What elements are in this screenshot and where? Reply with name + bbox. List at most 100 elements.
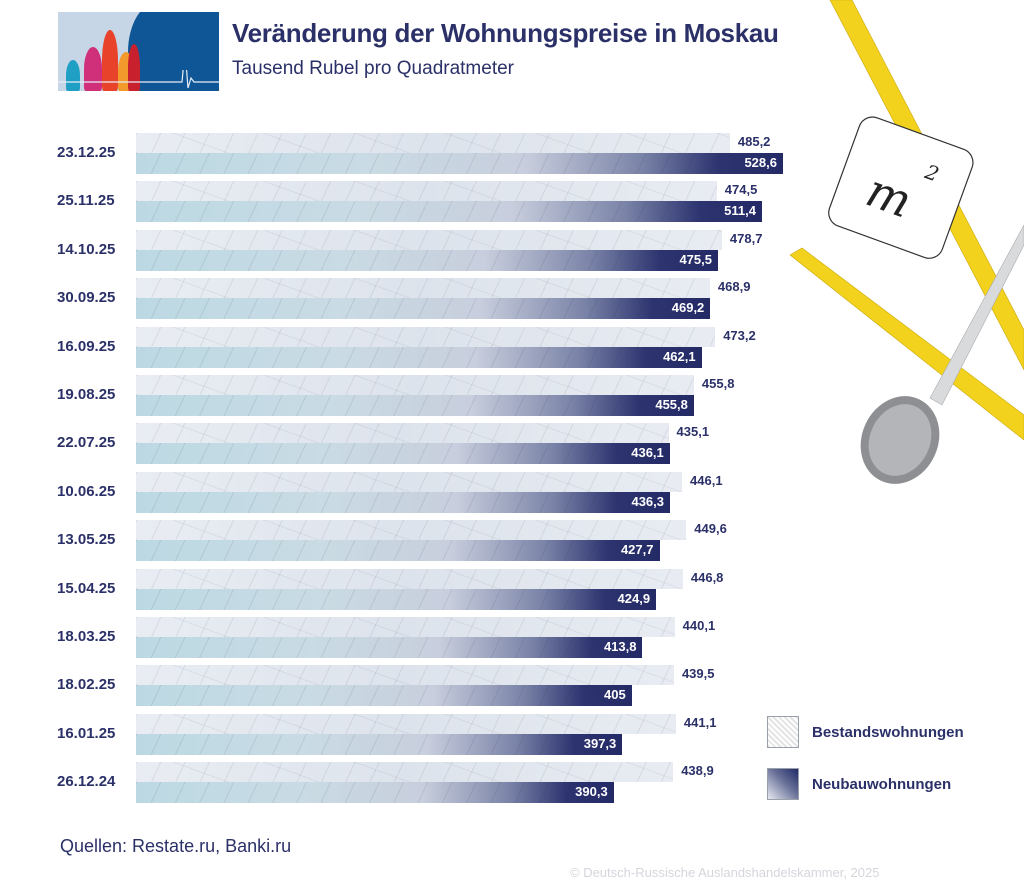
chart-row: 23.12.25 485,2 528,6 xyxy=(0,133,820,177)
bar-bestandswohnungen xyxy=(136,181,717,202)
chart-row: 15.04.25 446,8 424,9 xyxy=(0,568,820,613)
bar-bestandswohnungen xyxy=(136,326,716,347)
chart-row: 16.01.25 441,1 397,3 xyxy=(0,713,820,758)
bar-neubauwohnungen xyxy=(136,201,762,223)
legend-swatch-gradient xyxy=(767,768,799,800)
value-label-neubau: 462,1 xyxy=(663,348,696,364)
chart-row: 13.05.25 449,6 427,7 xyxy=(0,520,820,564)
legend-item-bestandswohnungen: Bestandswohnungen xyxy=(767,716,964,748)
legend-label: Neubauwohnungen xyxy=(812,775,952,793)
bar-neubauwohnungen xyxy=(136,685,632,707)
bar-neubauwohnungen xyxy=(136,298,711,320)
row-date-label: 22.07.25 xyxy=(57,434,116,452)
bar-bestandswohnungen xyxy=(136,423,669,444)
value-label-neubau: 436,1 xyxy=(631,445,664,461)
dome-icon xyxy=(84,47,102,91)
value-label-neubau: 436,3 xyxy=(631,493,665,509)
bar-bestandswohnungen xyxy=(136,133,730,153)
bar-neubauwohnungen xyxy=(136,443,670,465)
value-label-neubau: 413,8 xyxy=(603,639,637,654)
bar-bestandswohnungen xyxy=(136,762,674,783)
value-label-bestand: 455,8 xyxy=(701,376,735,391)
value-label-neubau: 427,7 xyxy=(620,542,654,558)
value-label-bestand: 449,6 xyxy=(694,521,727,537)
value-label-bestand: 440,1 xyxy=(682,618,716,633)
bar-neubauwohnungen xyxy=(136,395,694,416)
legend-item-neubauwohnungen: Neubauwohnungen xyxy=(767,768,951,800)
value-label-neubau: 455,8 xyxy=(655,397,688,412)
value-label-neubau: 390,3 xyxy=(575,784,608,800)
dome-icon xyxy=(102,30,118,91)
chart-row: 26.12.24 438,9 390,3 xyxy=(0,762,820,806)
value-label-neubau: 405 xyxy=(604,687,626,703)
row-date-label: 13.05.25 xyxy=(57,531,116,549)
row-date-label: 25.11.25 xyxy=(57,192,115,210)
row-date-label: 10.06.25 xyxy=(57,482,116,500)
legend-label: Bestandswohnungen xyxy=(812,723,964,741)
source-note: Quellen: Restate.ru, Banki.ru xyxy=(60,836,292,856)
logo xyxy=(58,12,219,91)
bar-bestandswohnungen xyxy=(136,375,694,395)
row-date-label: 26.12.24 xyxy=(57,773,116,791)
row-date-label: 30.09.25 xyxy=(57,289,116,307)
chart-subtitle: Tausend Rubel pro Quadratmeter xyxy=(232,58,514,79)
chart-row: 19.08.25 455,8 455,8 xyxy=(0,375,820,419)
dome-icon xyxy=(66,60,80,91)
logo-blue-panel xyxy=(150,12,219,91)
value-label-bestand: 478,7 xyxy=(729,230,763,246)
bar-bestandswohnungen xyxy=(136,471,683,492)
row-date-label: 23.12.25 xyxy=(57,144,116,161)
chart-title: Veränderung der Wohnungspreise in Moskau xyxy=(232,18,779,48)
value-label-neubau: 397,3 xyxy=(583,735,617,751)
dome-icon xyxy=(128,44,140,91)
row-date-label: 16.01.25 xyxy=(57,724,116,742)
row-date-label: 19.08.25 xyxy=(57,386,116,403)
bar-bestandswohnungen xyxy=(136,229,722,250)
chart-row: 25.11.25 474,5 511,4 xyxy=(0,181,820,225)
value-label-bestand: 473,2 xyxy=(723,327,756,343)
value-label-bestand: 435,1 xyxy=(676,424,710,440)
value-label-bestand: 474,5 xyxy=(724,182,758,198)
bar-neubauwohnungen xyxy=(136,637,643,658)
bar-neubauwohnungen xyxy=(136,540,660,562)
bar-neubauwohnungen xyxy=(136,346,702,368)
bar-neubauwohnungen xyxy=(136,588,657,610)
value-label-neubau: 469,2 xyxy=(671,300,705,316)
value-label-bestand: 485,2 xyxy=(737,134,771,149)
chart-row: 10.06.25 446,1 436,3 xyxy=(0,471,820,516)
copyright-note: © Deutsch-Russische Auslandshandelskamme… xyxy=(570,865,880,880)
value-label-bestand: 439,5 xyxy=(681,666,715,682)
chart-row: 18.02.25 439,5 405 xyxy=(0,665,820,709)
chart-row: 22.07.25 435,1 436,1 xyxy=(0,423,820,467)
value-label-neubau: 424,9 xyxy=(617,590,651,606)
bar-neubauwohnungen xyxy=(136,733,623,755)
value-label-bestand: 446,8 xyxy=(690,569,724,585)
row-date-label: 16.09.25 xyxy=(57,337,116,355)
value-label-bestand: 446,1 xyxy=(690,472,723,488)
bar-neubauwohnungen xyxy=(136,491,671,513)
bar-bestandswohnungen xyxy=(136,617,675,637)
square-meter-badge-icon: m 2 xyxy=(828,116,974,259)
bar-bestandswohnungen xyxy=(136,665,674,686)
tape-measure-decoration: m 2 xyxy=(790,0,1024,484)
chart-row: 18.03.25 440,1 413,8 xyxy=(0,617,820,661)
value-label-neubau: 475,5 xyxy=(679,251,712,267)
chart-row: 30.09.25 468,9 469,2 xyxy=(0,278,820,322)
chart-row: 16.09.25 473,2 462,1 xyxy=(0,326,820,371)
bar-bestandswohnungen xyxy=(136,278,710,299)
bar-bestandswohnungen xyxy=(136,568,683,589)
bar-neubauwohnungen xyxy=(136,782,614,804)
row-date-label: 15.04.25 xyxy=(57,579,116,597)
heartbeat-line-icon xyxy=(58,70,219,89)
chart-row: 14.10.25 478,7 475,5 xyxy=(0,229,820,274)
value-label-neubau: 528,6 xyxy=(744,155,777,170)
value-label-neubau: 511,4 xyxy=(724,203,756,219)
value-label-bestand: 441,1 xyxy=(683,714,717,730)
bar-bestandswohnungen xyxy=(136,520,687,541)
row-date-label: 18.03.25 xyxy=(57,628,116,645)
value-label-bestand: 468,9 xyxy=(717,279,751,295)
bar-neubauwohnungen xyxy=(136,153,783,174)
row-date-label: 14.10.25 xyxy=(57,240,116,258)
legend-swatch-texture xyxy=(767,716,799,748)
bar-bestandswohnungen xyxy=(136,713,676,734)
